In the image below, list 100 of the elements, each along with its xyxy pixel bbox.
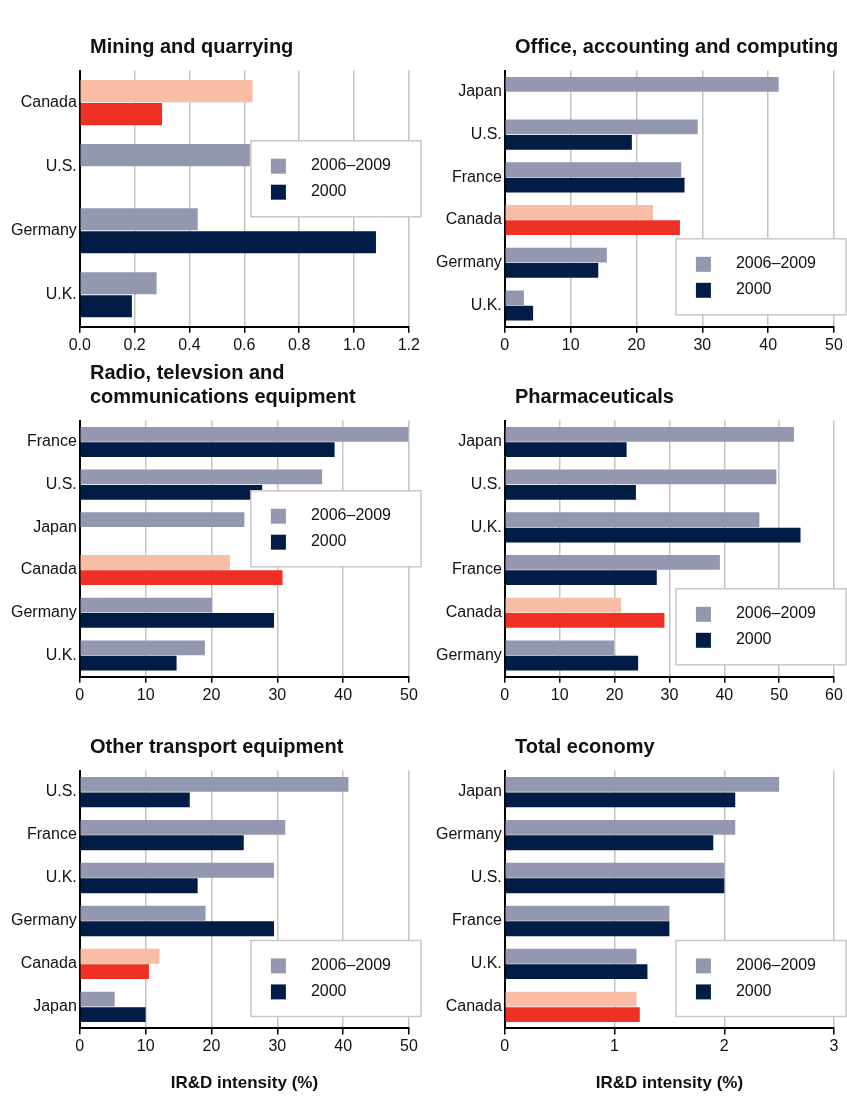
bar <box>80 905 206 921</box>
y-tick-label: France <box>452 911 502 929</box>
x-tick-label: 30 <box>268 685 287 703</box>
x-tick-label: 20 <box>605 685 624 703</box>
bar <box>505 263 599 278</box>
bar <box>80 103 163 126</box>
bar <box>80 512 245 528</box>
bar <box>80 948 160 964</box>
legend-label: 2006–2009 <box>310 156 392 174</box>
x-axis-title: IR&D intensity (%) <box>595 1073 744 1093</box>
bar <box>80 442 335 458</box>
y-tick-label: Japan <box>33 517 77 535</box>
bar <box>505 655 639 671</box>
bar <box>80 991 115 1007</box>
bar <box>505 921 670 937</box>
y-tick-label: Germany <box>11 221 77 239</box>
bar <box>505 119 698 135</box>
y-tick-label: U.S. <box>45 782 77 800</box>
bar <box>505 247 607 263</box>
bar <box>80 862 275 878</box>
x-tick-label: 50 <box>400 685 418 703</box>
y-tick-label: Germany <box>436 645 502 663</box>
y-tick-label: France <box>27 432 77 450</box>
legend-label: 2006–2009 <box>735 254 817 272</box>
bar <box>505 177 685 193</box>
bar <box>505 442 627 458</box>
bar <box>505 991 637 1007</box>
x-tick-label: 20 <box>202 1037 221 1055</box>
bar <box>505 305 534 321</box>
chart-title: Mining and quarrying <box>90 34 294 58</box>
x-tick-label: 1 <box>610 1037 620 1055</box>
chart-title: Office, accounting and computing <box>515 34 839 58</box>
bar <box>80 1007 146 1023</box>
y-tick-label: Japan <box>458 432 502 450</box>
x-tick-label: 30 <box>268 1037 287 1055</box>
bar <box>80 231 376 254</box>
y-tick-label: France <box>27 825 77 843</box>
bar <box>505 1007 640 1023</box>
bar <box>80 272 157 295</box>
legend-label: 2000 <box>310 981 347 999</box>
legend-label: 2006–2009 <box>310 955 392 973</box>
bar <box>80 819 286 835</box>
bar <box>505 964 648 980</box>
y-tick-label: France <box>452 167 502 185</box>
bar <box>505 76 779 92</box>
x-tick-label: 30 <box>693 335 712 353</box>
x-tick-label: 0.4 <box>178 335 201 353</box>
legend-label: 2000 <box>735 630 772 648</box>
bar <box>80 921 275 937</box>
bar <box>505 204 653 220</box>
chart-title: Radio, televsion and communications equipment <box>90 360 357 408</box>
bar <box>505 819 736 835</box>
bar <box>505 484 636 500</box>
y-tick-label: Germany <box>11 911 77 929</box>
bar <box>80 792 190 808</box>
y-tick-label: U.S. <box>470 868 502 886</box>
y-tick-label: U.K. <box>45 868 77 886</box>
x-tick-label: 10 <box>550 685 569 703</box>
y-tick-label: U.K. <box>470 295 502 313</box>
y-tick-label: Canada <box>20 560 77 578</box>
chart-title: Total economy <box>515 734 655 758</box>
bar <box>505 554 720 570</box>
x-tick-label: 40 <box>334 1037 353 1055</box>
bar <box>80 613 275 628</box>
y-tick-label: U.K. <box>470 954 502 972</box>
y-tick-label: Germany <box>436 825 502 843</box>
y-tick-label: Canada <box>445 997 502 1015</box>
legend-label: 2006–2009 <box>735 955 817 973</box>
x-tick-label: 2 <box>719 1037 729 1055</box>
x-tick-label: 10 <box>136 685 155 703</box>
y-tick-label: Japan <box>458 82 502 100</box>
y-tick-label: U.S. <box>45 475 77 493</box>
x-tick-label: 0.2 <box>123 335 146 353</box>
y-tick-label: Canada <box>20 954 77 972</box>
x-tick-label: 50 <box>770 685 789 703</box>
x-tick-label: 0 <box>75 1037 85 1055</box>
y-tick-label: Canada <box>445 603 502 621</box>
y-tick-label: U.S. <box>45 157 77 175</box>
y-tick-label: U.S. <box>470 475 502 493</box>
bar <box>80 295 132 318</box>
bar <box>505 469 777 485</box>
bar <box>505 527 801 543</box>
y-tick-label: Canada <box>20 93 77 111</box>
y-tick-label: U.S. <box>470 125 502 143</box>
y-tick-label: Japan <box>458 782 502 800</box>
x-tick-label: 40 <box>759 335 778 353</box>
bar <box>505 905 670 921</box>
bar <box>80 570 283 586</box>
legend-label: 2000 <box>310 532 347 550</box>
bar <box>505 613 665 628</box>
bar <box>505 220 680 236</box>
chart-title: Pharmaceuticals <box>515 384 674 408</box>
bar <box>80 655 177 671</box>
bar <box>505 134 632 150</box>
bar <box>80 469 323 485</box>
bar <box>80 878 198 894</box>
x-axis-title: IR&D intensity (%) <box>170 1073 319 1093</box>
y-tick-label: Canada <box>445 210 502 228</box>
x-tick-label: 10 <box>561 335 580 353</box>
x-tick-label: 1.0 <box>342 335 366 353</box>
